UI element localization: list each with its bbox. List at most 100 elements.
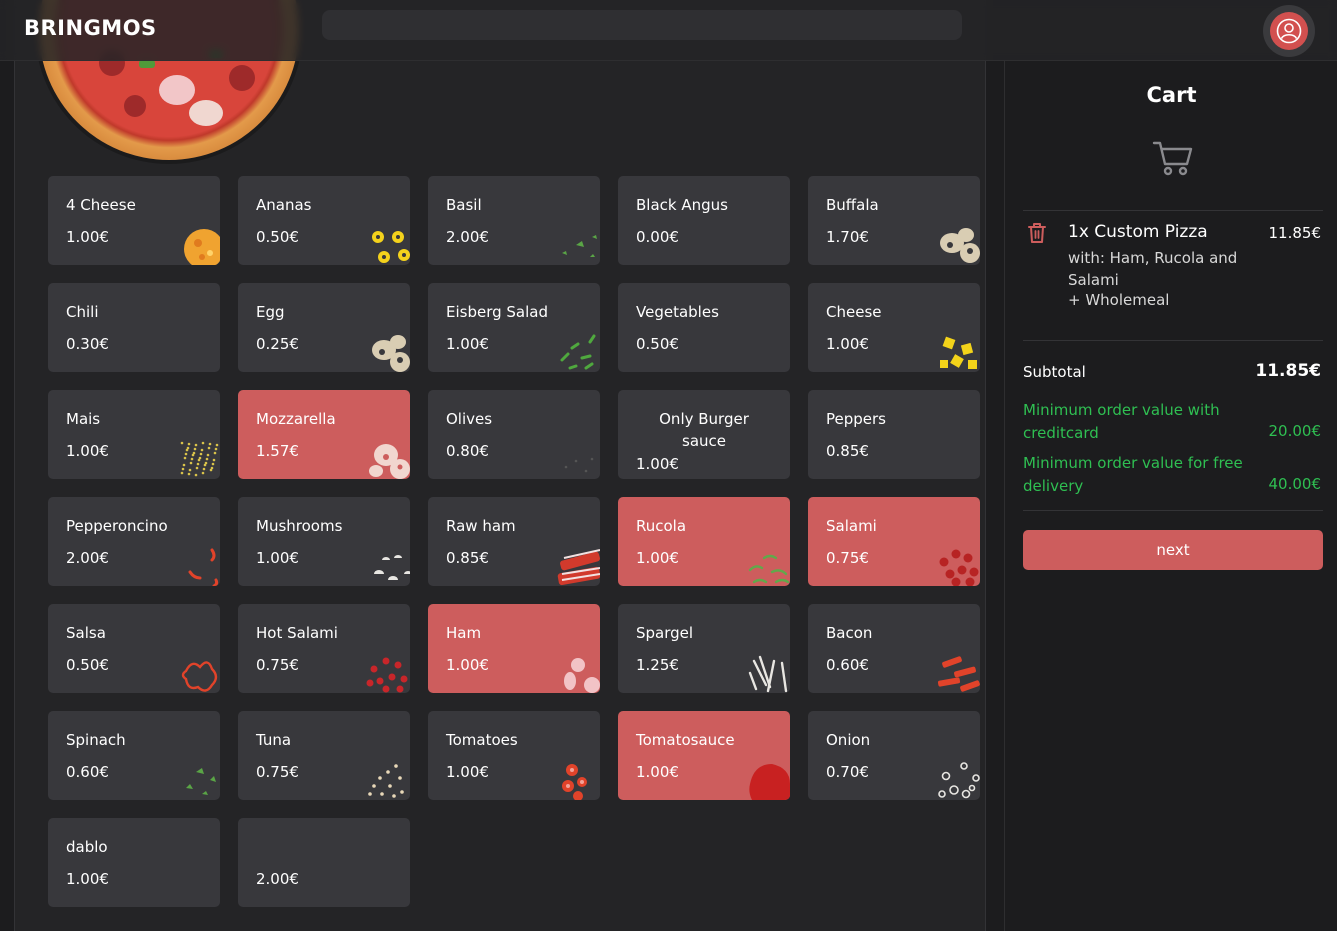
ingredient-card[interactable]: Ananas 0.50€ <box>238 176 410 265</box>
brand-logo[interactable]: BRINGMOS <box>24 16 157 40</box>
ingredient-topping-icon <box>366 544 410 586</box>
cart-item-extra: + Wholemeal <box>1068 291 1170 309</box>
ingredient-name: Peppers <box>826 410 886 428</box>
ingredient-name: Chili <box>66 303 99 321</box>
ingredient-topping-icon <box>176 437 220 479</box>
ingredient-card[interactable]: Basil 2.00€ <box>428 176 600 265</box>
cart-title: Cart <box>1146 83 1197 107</box>
ingredient-topping-icon <box>936 758 980 800</box>
ingredient-card[interactable]: Raw ham 0.85€ <box>428 497 600 586</box>
ingredient-card[interactable]: Bacon 0.60€ <box>808 604 980 693</box>
ingredient-card[interactable]: Vegetables 0.50€ <box>618 283 790 372</box>
pizza-builder-panel: 4 Cheese 1.00€ Ananas 0.50€ Basil 2.00€ Black … <box>14 0 986 931</box>
ingredient-price: 1.00€ <box>446 335 489 353</box>
ingredient-card[interactable]: Ham 1.00€ <box>428 604 600 693</box>
min-creditcard-value: 20.00€ <box>1268 422 1322 440</box>
ingredient-card[interactable]: Spinach 0.60€ <box>48 711 220 800</box>
ingredient-card[interactable]: Pepperoncino 2.00€ <box>48 497 220 586</box>
ingredient-name: Rucola <box>636 517 687 535</box>
ingredient-card[interactable]: Onion 0.70€ <box>808 711 980 800</box>
ingredient-topping-icon <box>556 758 600 800</box>
ingredient-topping-icon <box>366 437 410 479</box>
ingredient-card[interactable]: Mushrooms 1.00€ <box>238 497 410 586</box>
min-creditcard-label: Minimum order value with creditcard <box>1023 401 1220 442</box>
top-header: BRINGMOS <box>0 0 1337 61</box>
ingredient-topping-icon <box>746 544 790 586</box>
min-free-delivery-value: 40.00€ <box>1268 475 1322 493</box>
ingredient-price: 1.00€ <box>446 656 489 674</box>
ingredient-price: 0.60€ <box>66 763 109 781</box>
ingredient-topping-icon <box>556 223 600 265</box>
ingredient-name: Cheese <box>826 303 882 321</box>
user-avatar-button[interactable] <box>1263 5 1315 57</box>
ingredient-card[interactable]: Hot Salami 0.75€ <box>238 604 410 693</box>
ingredient-price: 0.70€ <box>826 763 869 781</box>
ingredient-name: Olives <box>446 410 493 428</box>
ingredient-price: 0.25€ <box>256 335 299 353</box>
ingredient-topping-icon <box>366 758 410 800</box>
ingredient-topping-icon <box>936 544 980 586</box>
ingredient-card[interactable]: 4 Cheese 1.00€ <box>48 176 220 265</box>
shopping-cart-icon <box>1152 141 1193 176</box>
ingredient-name: Mais <box>66 410 101 428</box>
ingredient-card[interactable]: Chili 0.30€ <box>48 283 220 372</box>
ingredient-name: Bacon <box>826 624 873 642</box>
ingredient-topping-icon <box>176 223 220 265</box>
ingredient-price: 1.00€ <box>66 870 109 888</box>
ingredient-topping-icon <box>936 330 980 372</box>
ingredient-name: Tomatosauce <box>636 731 735 749</box>
ingredient-card[interactable]: Tomatosauce 1.00€ <box>618 711 790 800</box>
ingredient-price: 0.30€ <box>66 335 109 353</box>
ingredient-topping-icon <box>366 330 410 372</box>
trash-icon[interactable] <box>1026 221 1048 245</box>
ingredient-price: 0.75€ <box>256 763 299 781</box>
header-search-area <box>322 10 962 40</box>
ingredient-card[interactable]: Tomatoes 1.00€ <box>428 711 600 800</box>
ingredient-card[interactable]: dablo 1.00€ <box>48 818 220 907</box>
ingredient-card[interactable]: Black Angus 0.00€ <box>618 176 790 265</box>
ingredient-name: 4 Cheese <box>66 196 136 214</box>
ingredient-grid: 4 Cheese 1.00€ Ananas 0.50€ Basil 2.00€ Black … <box>48 176 980 907</box>
ingredient-card[interactable]: Only Burger sauce 1.00€ <box>618 390 790 479</box>
cart-divider <box>1023 510 1323 511</box>
ingredient-price: 1.70€ <box>826 228 869 246</box>
ingredient-card[interactable]: Mais 1.00€ <box>48 390 220 479</box>
ingredient-topping-icon <box>366 651 410 693</box>
ingredient-price: 0.50€ <box>636 335 679 353</box>
ingredient-topping-icon <box>176 758 220 800</box>
ingredient-price: 1.25€ <box>636 656 679 674</box>
ingredient-price: 1.00€ <box>636 455 679 473</box>
ingredient-card[interactable]: Salsa 0.50€ <box>48 604 220 693</box>
ingredient-card[interactable]: Spargel 1.25€ <box>618 604 790 693</box>
ingredient-price: 0.75€ <box>256 656 299 674</box>
ingredient-card[interactable]: Egg 0.25€ <box>238 283 410 372</box>
ingredient-card[interactable]: Olives 0.80€ <box>428 390 600 479</box>
ingredient-card[interactable]: Tuna 0.75€ <box>238 711 410 800</box>
subtotal-value: 11.85€ <box>1255 361 1321 381</box>
ingredient-price: 1.00€ <box>636 763 679 781</box>
ingredient-topping-icon <box>556 544 600 586</box>
ingredient-name: Vegetables <box>636 303 719 321</box>
ingredient-price: 1.00€ <box>446 763 489 781</box>
ingredient-card[interactable]: Mozzarella 1.57€ <box>238 390 410 479</box>
ingredient-name: Onion <box>826 731 871 749</box>
ingredient-card[interactable]: Buffala 1.70€ <box>808 176 980 265</box>
ingredient-price: 0.50€ <box>66 656 109 674</box>
ingredient-card[interactable]: Eisberg Salad 1.00€ <box>428 283 600 372</box>
ingredient-name: Salsa <box>66 624 106 642</box>
ingredient-name: Spinach <box>66 731 126 749</box>
ingredient-price: 0.50€ <box>256 228 299 246</box>
ingredient-card[interactable]: Peppers 0.85€ <box>808 390 980 479</box>
ingredient-name: Egg <box>256 303 285 321</box>
ingredient-topping-icon <box>176 544 220 586</box>
ingredient-price: 0.85€ <box>446 549 489 567</box>
next-button[interactable]: next <box>1023 530 1323 570</box>
ingredient-card[interactable]: 2.00€ <box>238 818 410 907</box>
cart-item-description: with: Ham, Rucola and Salami <box>1068 249 1238 289</box>
ingredient-card[interactable]: Cheese 1.00€ <box>808 283 980 372</box>
ingredient-name: Eisberg Salad <box>446 303 548 321</box>
ingredient-name: Pepperoncino <box>66 517 168 535</box>
ingredient-topping-icon <box>936 223 980 265</box>
ingredient-card[interactable]: Rucola 1.00€ <box>618 497 790 586</box>
ingredient-card[interactable]: Salami 0.75€ <box>808 497 980 586</box>
